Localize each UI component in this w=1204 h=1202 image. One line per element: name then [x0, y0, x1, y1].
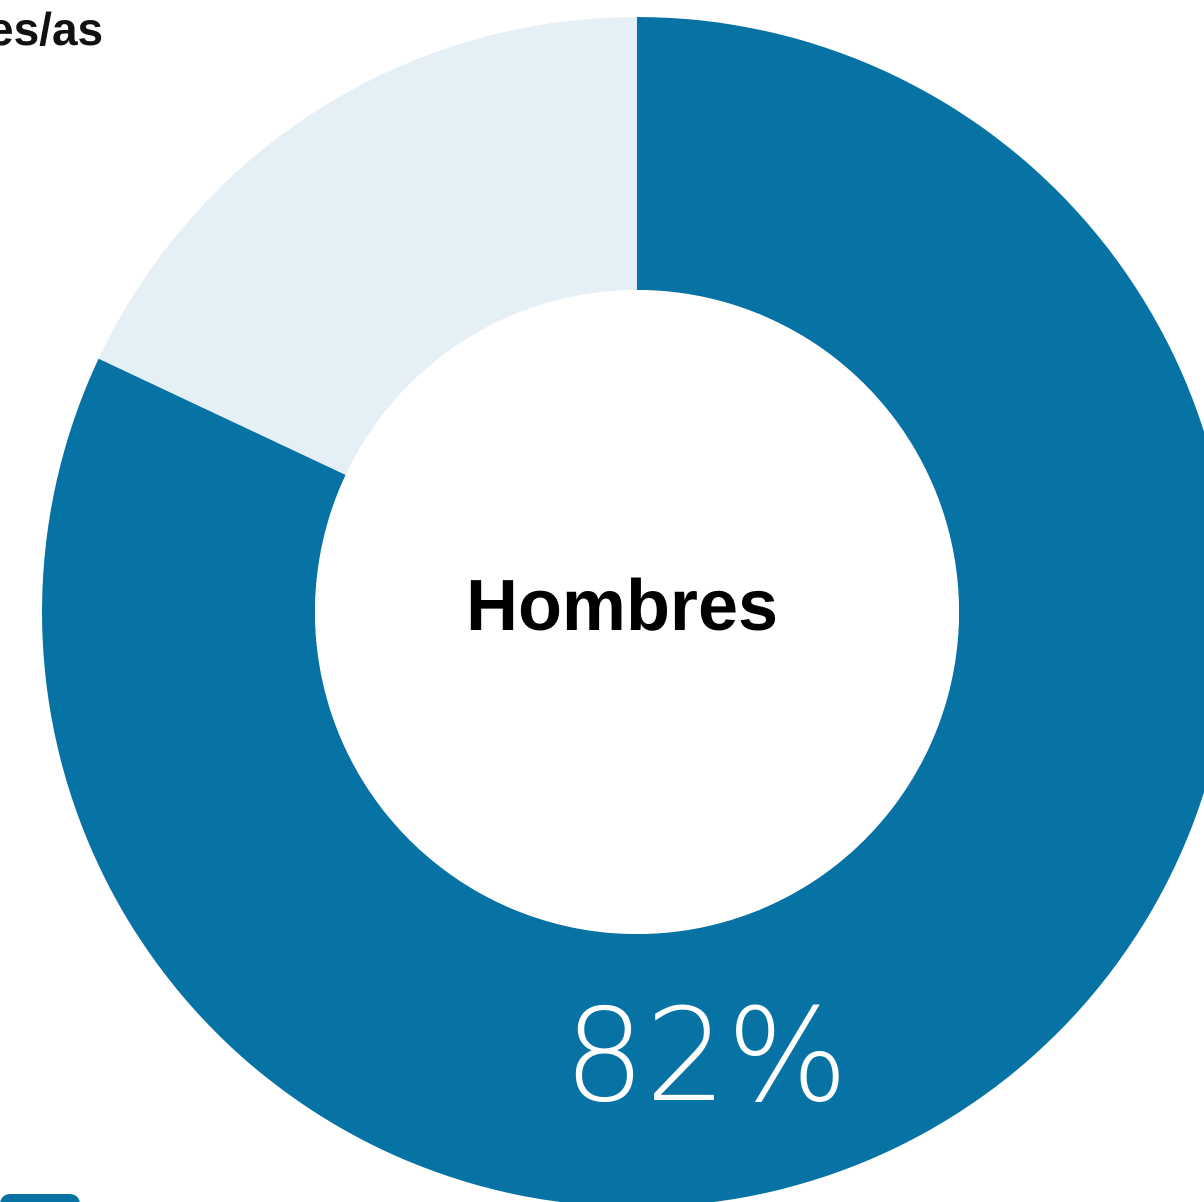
corner-tab — [0, 1194, 80, 1202]
donut-slice-2 — [98, 17, 637, 475]
donut-hole — [315, 290, 959, 934]
donut-slices — [42, 17, 1204, 1202]
value-label: 82% — [564, 982, 849, 1131]
center-label: Hombres — [466, 566, 778, 646]
chart-heading-fragment: es/as — [0, 3, 104, 55]
donut-slice-1 — [42, 17, 1204, 1202]
